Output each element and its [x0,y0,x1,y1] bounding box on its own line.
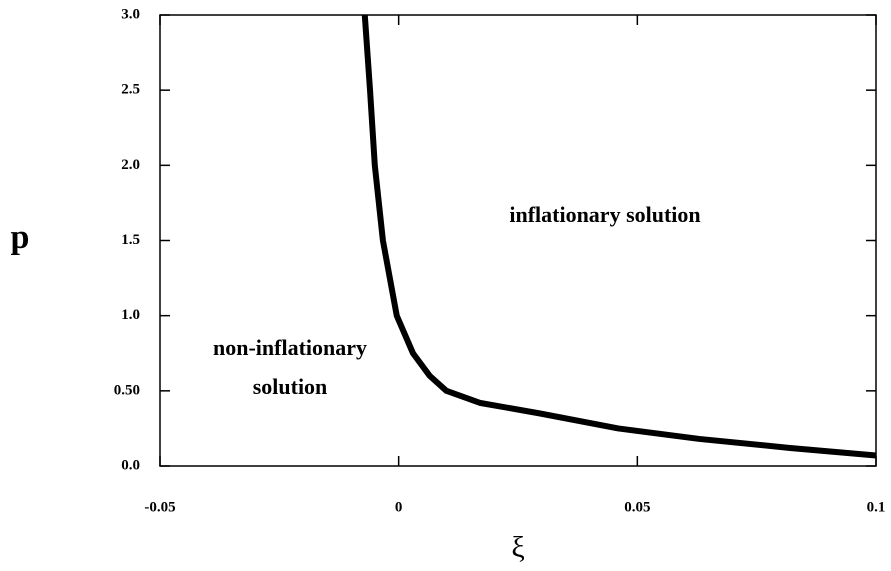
y-tick-label: 2.0 [121,157,140,173]
x-tick-label: 0 [395,499,403,515]
y-tick-label: 3.0 [121,6,140,22]
annotation: non-inflationary [213,335,367,360]
y-tick-label: 1.0 [121,307,140,323]
y-tick-label: 2.5 [121,82,140,98]
annotation: solution [253,374,328,399]
y-tick-label: 1.5 [121,232,140,248]
x-axis-label: ξ [511,531,524,564]
y-tick-label: 0.50 [114,382,140,398]
y-axis-label: p [11,219,30,256]
x-tick-label: -0.05 [144,499,175,515]
annotation: inflationary solution [509,202,700,227]
x-tick-label: 0.05 [624,499,650,515]
curve [361,14,877,459]
x-tick-label: 0.1 [867,499,886,515]
y-tick-label: 0.0 [121,457,140,473]
